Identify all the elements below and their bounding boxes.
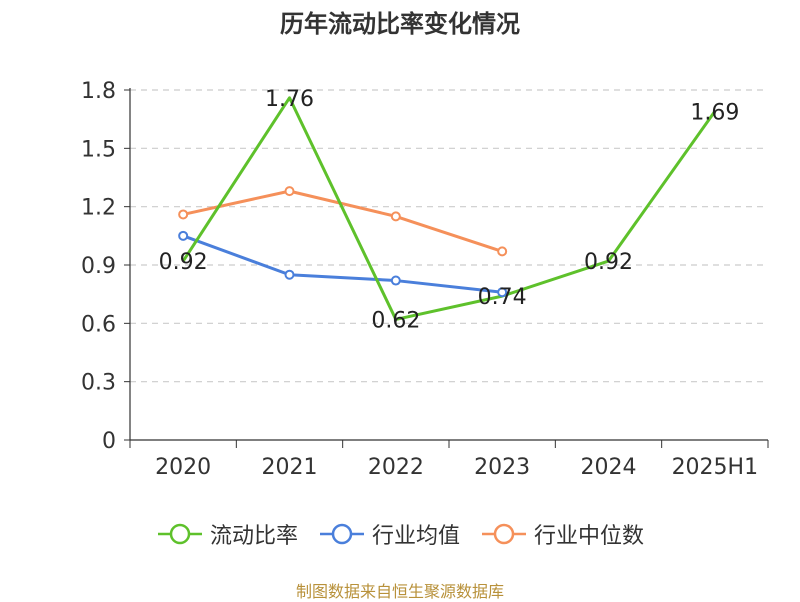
series-point [390,275,401,286]
x-tick-label: 2023 [474,455,530,480]
axes [124,88,769,448]
y-tick-label: 0 [102,429,116,454]
series-point [178,230,189,241]
y-tick-label: 0.3 [81,371,116,396]
legend-label: 行业中位数 [534,524,645,549]
legend-marker-icon [157,523,202,545]
chart-title: 历年流动比率变化情况 [280,10,520,38]
x-tick-label: 2022 [368,455,424,480]
series-point [284,269,295,280]
legend-label: 行业均值 [371,524,460,549]
series-point [497,246,508,257]
y-tick-label: 1.5 [81,137,116,162]
y-tick-label: 0.9 [81,254,116,279]
x-tick-label: 2020 [155,455,211,480]
series-point [390,211,401,222]
x-tick-label: 2025H1 [672,455,759,480]
data-label: 0.92 [159,250,208,275]
x-tick-label: 2024 [581,455,637,480]
legend-item-3[interactable]: 行业中位数 [480,518,644,550]
series-point [284,186,295,197]
series-lines [181,96,717,321]
data-label: 0.92 [584,250,633,275]
y-tick-label: 1.8 [81,79,116,104]
series-markers [178,186,508,298]
series-point [497,287,508,298]
legend-item-1[interactable]: 流动比率 [156,518,298,550]
x-tick-label: 2021 [262,455,318,480]
tick-labels: 0 0.3 0.6 0.9 1.2 1.5 1.8 2020 2021 2022 2023 2024 2… [81,79,758,480]
data-label: 0.62 [371,308,420,333]
series-line-3 [182,189,503,253]
source-note: 制图数据来自恒生聚源数据库 [295,582,504,601]
series-line-2 [182,234,503,294]
legend-label: 流动比率 [209,524,298,549]
legend: 流动比率 行业均值 行业中位数 [0,518,800,550]
legend-item-2[interactable]: 行业均值 [318,518,460,550]
data-label: 0.74 [478,285,527,310]
grid-lines [130,89,768,383]
data-label: 1.69 [690,100,739,125]
y-tick-label: 1.2 [81,196,116,221]
legend-marker-icon [482,523,526,545]
data-label: 1.76 [265,87,314,112]
series-point [178,209,189,220]
legend-marker-icon [319,523,364,545]
data-labels: 0.92 1.76 0.62 0.74 0.92 1.69 [159,87,740,334]
y-tick-label: 0.6 [81,312,116,337]
series-line-1 [181,96,717,321]
